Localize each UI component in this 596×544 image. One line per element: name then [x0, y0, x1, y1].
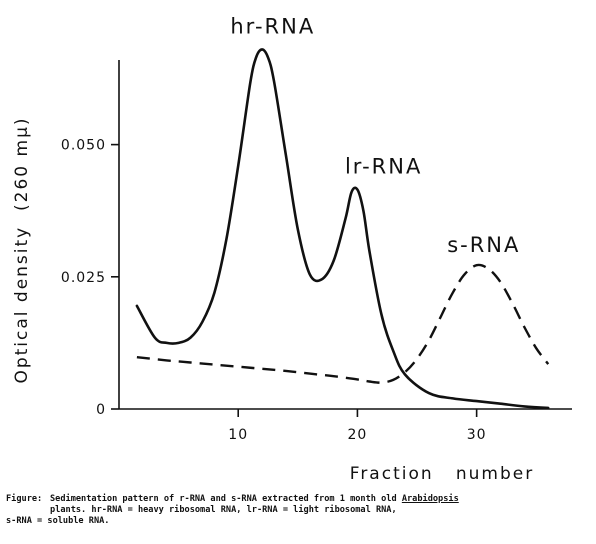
y-tick-label-1: 0.025	[61, 270, 106, 286]
peak-annotations: hr-RNA lr-RNA s-RNA	[230, 15, 520, 257]
caption-prefix: Figure:	[6, 494, 50, 505]
caption-genus: Arabidopsis	[402, 494, 459, 504]
caption-line-3: s-RNA = soluble RNA.	[6, 516, 590, 527]
caption-line-1: Figure: Sedimentation pattern of r-RNA an…	[6, 494, 590, 505]
series-line-solid	[137, 49, 548, 408]
x-axis-label: Fraction number	[350, 464, 534, 484]
caption-line2-text: plants. hr-RNA = heavy ribosomal RNA, lr…	[50, 505, 397, 515]
caption-line1-text: Sedimentation pattern of r-RNA and s-RNA…	[50, 494, 402, 504]
x-ticks: 10 20 30	[228, 409, 486, 443]
y-tick-label-0: 0	[96, 402, 106, 418]
y-tick-label-2: 0.050	[61, 138, 106, 154]
peak-label-1: lr-RNA	[345, 155, 422, 179]
x-tick-label-1: 20	[348, 427, 368, 443]
figure-caption: Figure: Sedimentation pattern of r-RNA an…	[6, 494, 590, 527]
caption-line-2: plants. hr-RNA = heavy ribosomal RNA, lr…	[6, 505, 590, 516]
series-line-dashed	[137, 265, 548, 383]
x-tick-label-0: 10	[228, 427, 248, 443]
x-tick-label-2: 30	[467, 427, 487, 443]
y-ticks: 0 0.025 0.050	[61, 138, 119, 418]
caption-line3-text: s-RNA = soluble RNA.	[6, 516, 109, 526]
peak-label-2: s-RNA	[447, 233, 520, 257]
peak-label-0: hr-RNA	[230, 15, 315, 39]
y-axis-label: Optical density (260 mμ)	[12, 116, 32, 383]
